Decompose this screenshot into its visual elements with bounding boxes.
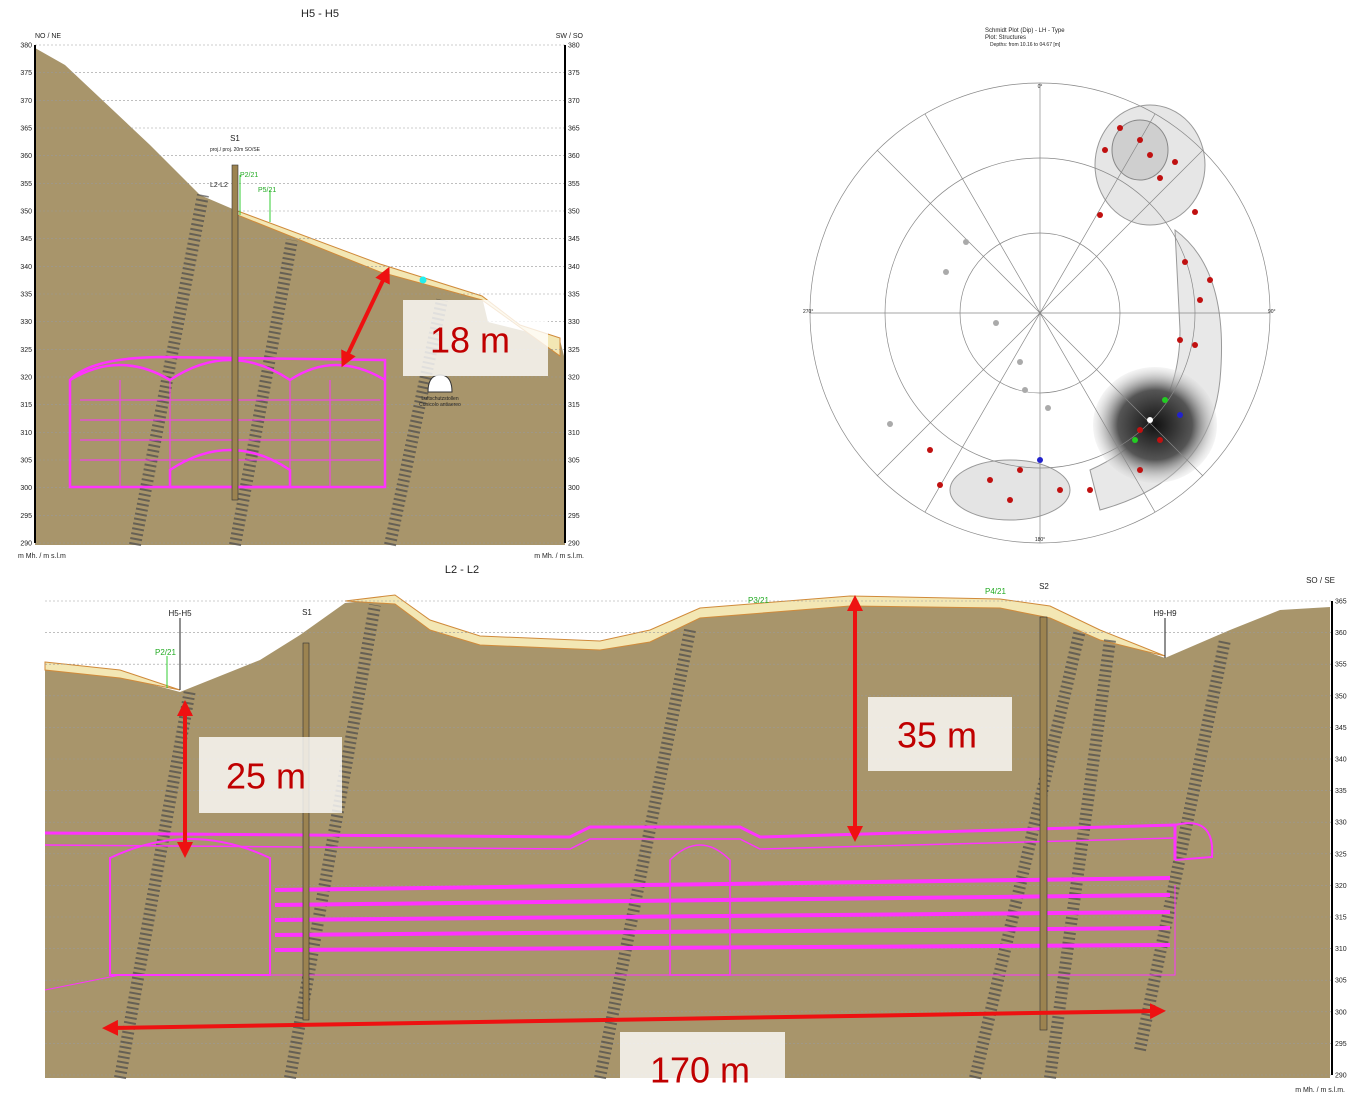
elevation-label: 315 (1335, 915, 1347, 922)
top-section: 380 380 375 375 370 370 365 365 360 360 355 355 350 3… (18, 8, 584, 560)
elevation-label: 290 (20, 541, 32, 548)
elevation-label: 335 (568, 292, 580, 299)
elevation-label: 315 (568, 402, 580, 409)
elevation-label: 295 (1335, 1041, 1347, 1048)
elevation-label: 330 (568, 319, 580, 326)
elevation-label: 305 (20, 458, 32, 465)
net-subtitle: Plot: Structures (985, 35, 1026, 41)
stereonet: Schmidt Plot (Dip) - LH - Type Plot: Str… (803, 28, 1276, 543)
distance-label: 170 m (650, 1050, 750, 1091)
elevation-label: 310 (1335, 946, 1347, 953)
section-title: L2 - L2 (445, 564, 479, 576)
net-direction: 90° (1268, 309, 1276, 315)
net-direction: 180° (1035, 537, 1045, 543)
distance-label: 35 m (897, 715, 977, 756)
section-title: H5 - H5 (301, 8, 339, 20)
elevation-label: 330 (20, 319, 32, 326)
elevation-label: 360 (568, 153, 580, 160)
borehole (303, 643, 309, 1020)
point-label: P2/21 (240, 172, 258, 179)
section-marker: S1 (302, 608, 312, 617)
net-direction: 270° (803, 309, 813, 315)
elevation-label: 310 (568, 430, 580, 437)
elevation-label: 365 (1335, 599, 1347, 606)
elevation-label: 290 (568, 541, 580, 548)
elevation-label: 335 (1335, 788, 1347, 795)
elevation-label: 300 (1335, 1009, 1347, 1016)
unit-label: m Mh. / m s.l.m. (534, 553, 584, 560)
section-marker: S2 (1039, 582, 1049, 591)
elevation-label: 325 (568, 347, 580, 354)
borehole-label: S1 (230, 134, 240, 143)
right-label: SW / SO (556, 33, 584, 40)
left-label: NO / NE (35, 33, 61, 40)
section-marker: H9-H9 (1153, 609, 1177, 618)
point-label: P3/21 (748, 596, 769, 605)
borehole-note: proj./ proj. 20m SO/SE (210, 147, 261, 153)
elevation-label: 310 (20, 430, 32, 437)
net-title: Schmidt Plot (Dip) - LH - Type (985, 28, 1065, 34)
pole-points (887, 239, 1051, 427)
elevation-label: 315 (20, 402, 32, 409)
elevation-label: 340 (20, 264, 32, 271)
density-contour (950, 460, 1070, 520)
elevation-label: 360 (1335, 630, 1347, 637)
terrain (35, 48, 565, 545)
elevation-label: 295 (568, 513, 580, 520)
elevation-label: 370 (20, 98, 32, 105)
elevation-label: 325 (1335, 851, 1347, 858)
section-marker: H5-H5 (168, 609, 192, 618)
elevation-label: 300 (20, 485, 32, 492)
net-depths: Depths: from 10.16 to 04.67 [m] (990, 42, 1061, 48)
unit-label: m Mh. / m s.l.m. (1295, 1087, 1345, 1094)
elevation-label: 350 (1335, 693, 1347, 700)
elevation-label: 305 (568, 458, 580, 465)
elevation-label: 355 (568, 181, 580, 188)
tunnel-label: Cunicolo antiaereo (419, 402, 461, 408)
distance-label: 18 m (430, 320, 510, 361)
elevation-label: 335 (20, 292, 32, 299)
elevation-label: 380 (20, 43, 32, 50)
net-spokes (810, 83, 1270, 543)
elevation-label: 355 (1335, 662, 1347, 669)
elevation-label: 365 (568, 126, 580, 133)
elevation-label: 345 (1335, 725, 1347, 732)
elevation-label: 345 (568, 236, 580, 243)
elevation-label: 380 (568, 43, 580, 50)
borehole (232, 165, 238, 500)
point-label: P4/21 (985, 587, 1006, 596)
elevation-label: 320 (1335, 883, 1347, 890)
elevation-label: 320 (20, 375, 32, 382)
elevation-label: 305 (1335, 978, 1347, 985)
section-mark: L2-L2 (210, 182, 228, 189)
elevation-label: 365 (20, 126, 32, 133)
right-label: SO / SE (1306, 576, 1335, 585)
elevation-label: 330 (1335, 820, 1347, 827)
elevation-label: 350 (568, 209, 580, 216)
water-point (420, 277, 427, 284)
elevation-label: 350 (20, 209, 32, 216)
elevation-label: 370 (568, 98, 580, 105)
elevation-label: 325 (20, 347, 32, 354)
elevation-label: 290 (1335, 1073, 1347, 1080)
elevation-label: 340 (568, 264, 580, 271)
unit-label: m Mh. / m s.l.m (18, 553, 66, 560)
bottom-section: 365 360 355 350 345 340 335 330 325 320 315 310 305 3… (45, 564, 1347, 1094)
net-direction: 0° (1038, 84, 1043, 90)
elevation-label: 355 (20, 181, 32, 188)
elevation-label: 340 (1335, 757, 1347, 764)
elevation-label: 375 (20, 70, 32, 77)
figure: 3803803753753703703653653603603553553503… (0, 0, 1362, 1094)
distance-label: 25 m (226, 756, 306, 797)
elevation-label: 300 (568, 485, 580, 492)
point-label: P2/21 (155, 648, 176, 657)
borehole (1040, 617, 1047, 1030)
point-label: P5/21 (258, 187, 276, 194)
elevation-label: 295 (20, 513, 32, 520)
elevation-label: 360 (20, 153, 32, 160)
elevation-label: 375 (568, 70, 580, 77)
elevation-label: 320 (568, 375, 580, 382)
elevation-label: 345 (20, 236, 32, 243)
terrain (45, 598, 1330, 1078)
